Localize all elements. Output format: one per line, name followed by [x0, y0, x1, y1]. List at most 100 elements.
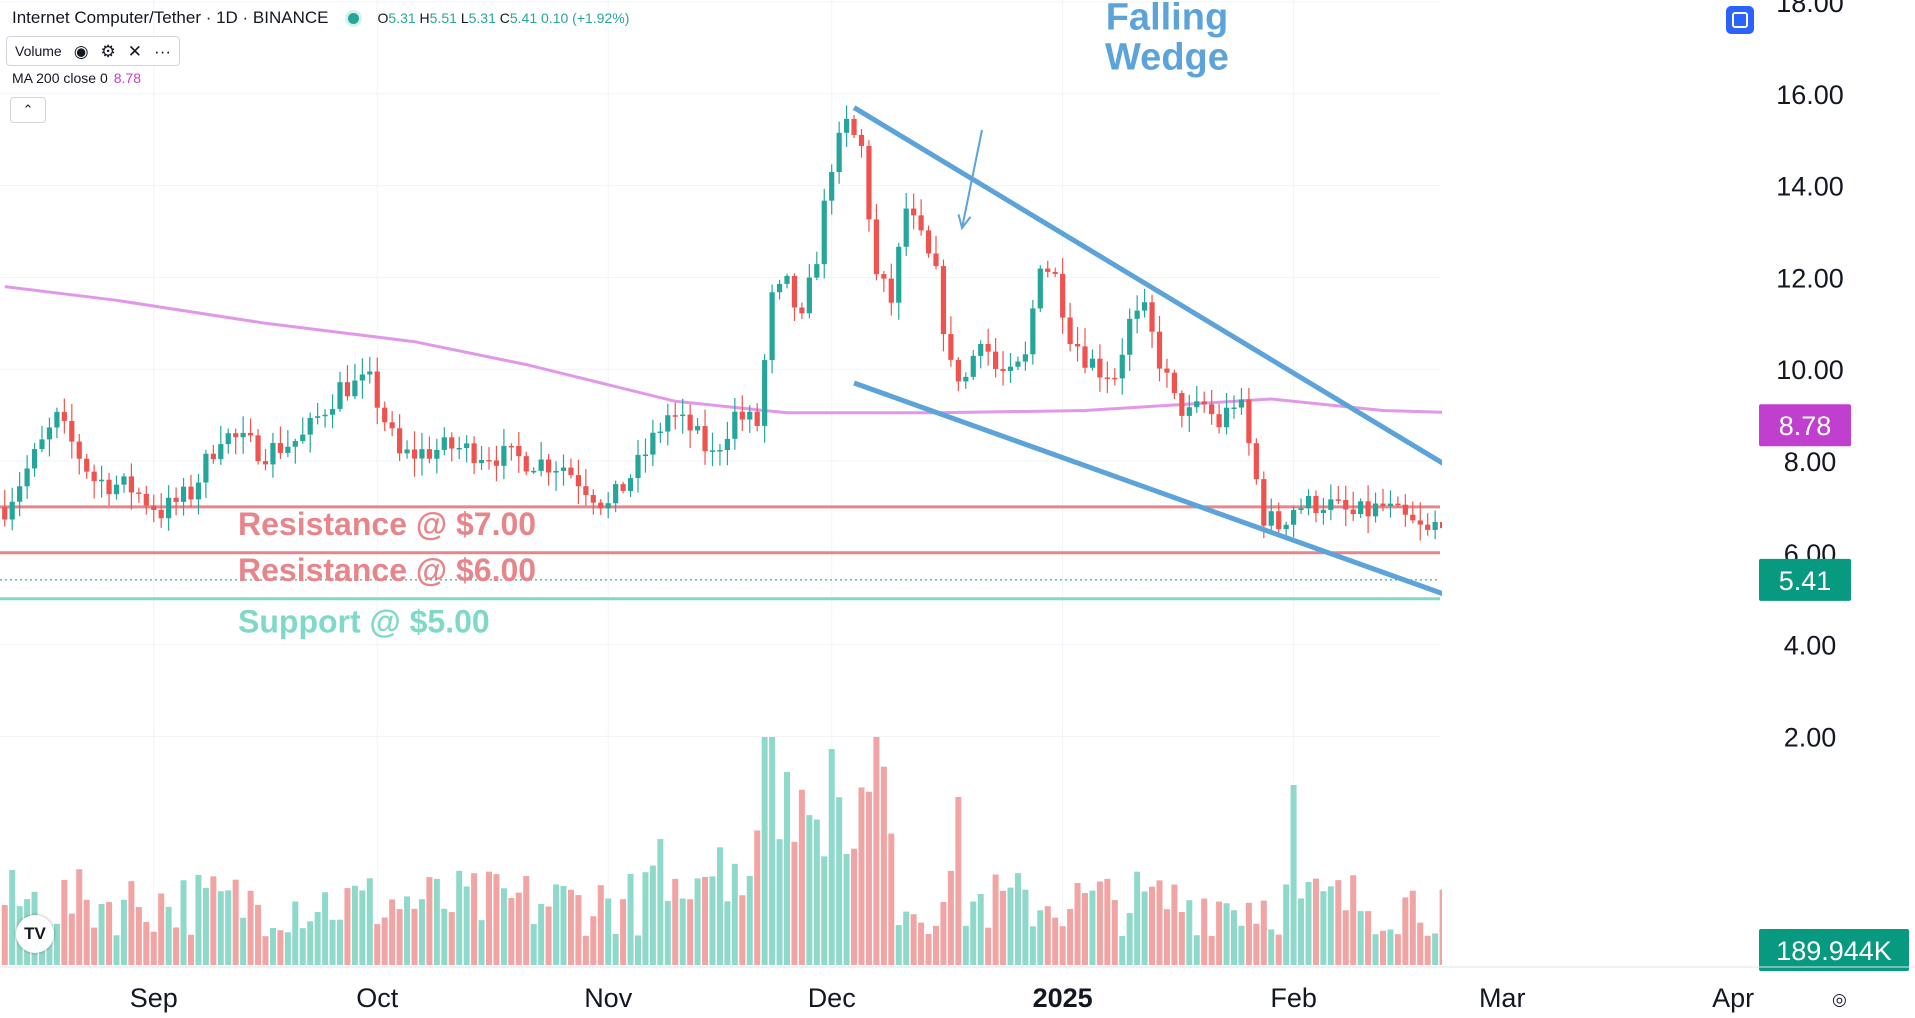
candle-body	[2, 506, 8, 520]
symbol-title[interactable]: Internet Computer/Tether · 1D · BINANCE	[12, 8, 329, 27]
price-tag-bg	[1759, 404, 1851, 447]
candle	[367, 356, 373, 384]
volume-bar	[1119, 935, 1126, 965]
candle-body	[955, 359, 961, 382]
candle-body	[598, 502, 604, 509]
candle	[121, 473, 127, 493]
volume-bar	[366, 878, 373, 965]
candle-body	[657, 431, 663, 434]
candle-body	[471, 443, 477, 464]
candle-body	[1328, 499, 1334, 510]
candle-body	[225, 433, 231, 445]
volume-bar	[873, 737, 880, 965]
volume-indicator-pill[interactable]: Volume ◉ ⚙ ✕ ···	[6, 36, 181, 66]
candle-body	[560, 467, 567, 471]
candle-body	[255, 435, 261, 462]
candle	[1134, 295, 1140, 334]
volume-bar	[225, 890, 232, 965]
gear-icon[interactable]: ⚙	[100, 41, 116, 61]
volume-bar	[880, 766, 887, 965]
volume-bar	[1089, 890, 1096, 965]
candle	[411, 431, 418, 477]
volume-bar	[247, 890, 254, 965]
candle	[61, 398, 67, 434]
candle-body	[1387, 503, 1394, 507]
candle	[1045, 260, 1051, 278]
volume-bar	[344, 888, 351, 965]
candle	[315, 402, 321, 425]
fullscreen-button[interactable]	[1726, 6, 1754, 34]
volume-bar	[1312, 878, 1319, 965]
candle	[806, 264, 812, 319]
candle-body	[99, 479, 105, 482]
candle	[478, 446, 485, 471]
candle-body	[173, 497, 179, 502]
volume-bar	[471, 873, 478, 965]
volume-bar	[933, 925, 939, 965]
candle-body	[948, 333, 954, 360]
candle	[1149, 294, 1155, 348]
candle	[791, 273, 798, 321]
candle	[76, 433, 82, 475]
volume-bar	[828, 749, 835, 965]
candle	[441, 427, 447, 456]
candle-body	[434, 449, 440, 459]
volume-bar	[813, 819, 820, 965]
tradingview-logo[interactable]: TV	[16, 915, 54, 953]
volume-bar	[486, 871, 492, 965]
volume-bar	[679, 898, 686, 965]
collapse-indicators-button[interactable]: ⌃	[10, 97, 46, 123]
close-icon[interactable]: ✕	[127, 41, 143, 61]
candle-body	[963, 376, 969, 382]
candle-body	[1365, 501, 1371, 517]
volume-bar	[1044, 906, 1051, 965]
volume-bar	[724, 901, 731, 965]
candle-body	[1268, 511, 1274, 526]
candle-body	[1179, 393, 1185, 416]
candle-body	[821, 200, 827, 265]
candle-body	[240, 432, 246, 438]
volume-bar	[1029, 926, 1036, 965]
volume-bar	[1126, 913, 1133, 965]
candle	[918, 199, 924, 236]
candle	[1253, 438, 1259, 485]
volume-bar	[299, 928, 306, 965]
eye-icon[interactable]: ◉	[73, 41, 89, 61]
ma-legend[interactable]: MA 200 close 0 8.78	[12, 70, 141, 86]
volume-bar	[1000, 890, 1007, 965]
volume-bar	[292, 901, 299, 965]
price-tag-label: 8.78	[1779, 411, 1832, 441]
candle-body	[1045, 268, 1051, 272]
candle	[836, 121, 842, 184]
candle	[91, 464, 97, 499]
candle	[985, 328, 991, 366]
more-icon[interactable]: ···	[154, 41, 172, 61]
volume-bar	[411, 908, 418, 965]
y-tick-label: 2.00	[1784, 722, 1837, 752]
volume-bar	[1171, 884, 1178, 965]
candle	[911, 193, 917, 230]
candle-body	[1112, 377, 1118, 380]
candle	[69, 403, 75, 459]
candle-body	[724, 438, 730, 451]
y-tick-label: 8.00	[1784, 447, 1837, 477]
candle-body	[1164, 368, 1170, 373]
volume-bar	[158, 893, 165, 965]
candle	[784, 273, 790, 289]
ohlc-readout: O5.31 H5.51 L5.31 C5.41 0.10 (+1.92%)	[377, 10, 630, 26]
candle-body	[322, 414, 328, 417]
candle	[248, 418, 254, 443]
volume-bar	[992, 874, 999, 965]
candle-body	[1074, 343, 1081, 347]
candle-body	[806, 277, 812, 314]
x-tick-label: Nov	[584, 983, 633, 1013]
candle-body	[918, 215, 924, 231]
candle-body	[478, 459, 485, 464]
candle-body	[1432, 521, 1438, 530]
candle-body	[1000, 368, 1006, 371]
candle-body	[195, 482, 202, 500]
settings-icon[interactable]: ◎	[1832, 990, 1847, 1009]
volume-bar	[545, 906, 552, 965]
candle	[419, 432, 425, 476]
